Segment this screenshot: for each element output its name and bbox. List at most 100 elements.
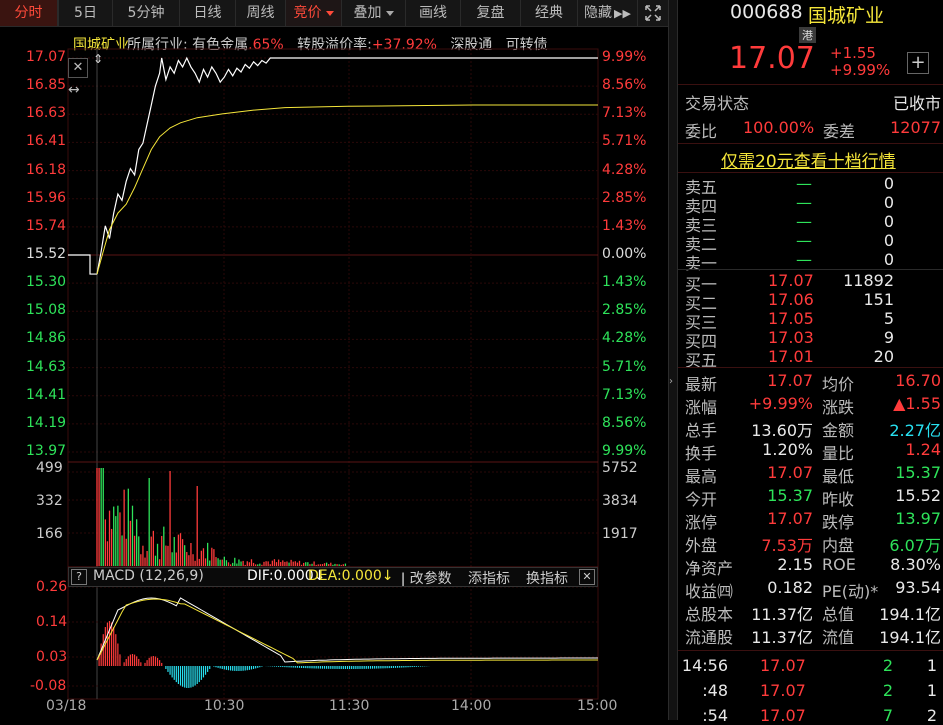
trade-status-label: 交易状态 [685, 94, 750, 113]
macd-dif-line [96, 597, 598, 663]
pct-tick-label: 8.56% [602, 414, 647, 431]
stat-value: 17.07 [767, 509, 813, 528]
panel-divider[interactable]: › [668, 0, 678, 720]
intraday-chart[interactable] [0, 0, 668, 720]
macd-dea-value: DEA:0.000 [308, 568, 382, 584]
weibi-label: 委比 [685, 122, 718, 141]
stat-value: 13.97 [895, 509, 941, 528]
stat-value: 1.20% [762, 440, 813, 459]
price-tick-label: 15.08 [26, 302, 67, 319]
macd-add-indicator[interactable]: 添指标 [468, 571, 510, 587]
stat-value: 1.24 [905, 440, 941, 459]
hide-button[interactable]: 隐藏 ▶▶ [578, 0, 638, 26]
chevron-down-icon [385, 10, 394, 16]
time-tick-label: 11:30 [329, 698, 370, 714]
stat-value: 17.07 [767, 463, 813, 482]
stat-value: 6.07万 [889, 536, 941, 555]
pct-tick-label: 5.71% [602, 133, 647, 150]
stat-value: 11.37亿 [751, 628, 813, 647]
stat-label: 均价 [822, 375, 855, 394]
level2-promo-link[interactable]: 仅需20元查看十档行情 [721, 152, 896, 172]
tick-count: 1 [926, 656, 937, 675]
pct-tick-label: 8.56% [602, 77, 647, 94]
volume-tick-label-right: 1917 [602, 526, 638, 542]
time-tick-label: 15:00 [577, 698, 618, 714]
tick-volume: 2 [882, 656, 893, 675]
pct-tick-label: 2.85% [602, 189, 647, 206]
auction-dropdown[interactable]: 竞价 [286, 0, 342, 26]
price-tick-label: 14.19 [26, 414, 67, 431]
bid-level-label: 买一 [685, 275, 718, 294]
bid-level-price: 17.07 [768, 271, 814, 290]
chevron-down-icon [325, 10, 334, 16]
stat-label: 外盘 [685, 536, 718, 555]
tab-daily[interactable]: 日线 [180, 0, 236, 26]
ask-level-volume: 0 [883, 212, 894, 231]
avg-price-line [96, 104, 598, 275]
quote-panel: 000688 国城矿业 港 17.07 +1.55 +9.99% + 交易状态 … [678, 0, 943, 725]
stat-value: 15.37 [895, 463, 941, 482]
collapse-arrow-icon[interactable]: › [669, 376, 673, 387]
stat-value: +9.99% [748, 394, 813, 413]
tab-weekly[interactable]: 周线 [236, 0, 286, 26]
price-tick-label: 17.07 [26, 49, 67, 65]
pct-tick-label: 7.13% [602, 386, 647, 403]
ask-level-volume: 0 [883, 174, 894, 193]
stat-label: 收益㈣ [685, 582, 734, 601]
bid-level-price: 17.03 [768, 328, 814, 347]
close-icon[interactable]: ✕ [68, 58, 88, 78]
stock-code: 000688 [730, 1, 803, 23]
stat-value: 7.53万 [761, 536, 813, 555]
bid-level-price: 17.05 [768, 309, 814, 328]
ask-level-label: 卖三 [685, 216, 718, 235]
down-arrow-icon: ↓ [381, 568, 394, 584]
ask-level-label: 卖四 [685, 197, 718, 216]
auction-label: 竞价 [293, 5, 322, 21]
overlay-dropdown[interactable]: 叠加 [342, 0, 406, 26]
overlay-label: 叠加 [353, 5, 382, 21]
stat-label: 换手 [685, 444, 718, 463]
stat-label: 内盘 [822, 536, 855, 555]
price-tick-label: 16.85 [26, 77, 67, 94]
tick-count: 1 [926, 681, 937, 700]
price-tick-label: 16.63 [26, 105, 67, 122]
add-watchlist-icon[interactable]: + [907, 52, 929, 74]
tab-5day[interactable]: 5日 [58, 0, 113, 26]
tab-5min[interactable]: 5分钟 [113, 0, 180, 26]
pct-tick-label: 1.43% [602, 217, 647, 234]
trade-status-value: 已收市 [892, 94, 941, 113]
stat-label: ROE [822, 555, 856, 574]
volume-tick-label: 332 [36, 493, 63, 509]
replay-button[interactable]: 复盘 [461, 0, 521, 26]
price-change-pct: +9.99% [830, 61, 891, 79]
stat-value: 2.15 [777, 555, 813, 574]
macd-tick-label: 0.26 [36, 579, 68, 595]
stat-label: 金额 [822, 421, 855, 440]
bid-level-price: 17.01 [768, 347, 814, 366]
expand-button[interactable] [638, 0, 668, 26]
expand-arrows-icon [645, 5, 661, 21]
time-tick-label: 03/18 [46, 698, 87, 714]
help-icon[interactable]: ? [71, 569, 87, 585]
horizontal-resize-icon[interactable]: ↔ [68, 82, 80, 98]
close-icon[interactable]: ✕ [579, 569, 595, 585]
weicha-label: 委差 [823, 122, 856, 141]
price-tick-label: 15.52 [26, 246, 67, 262]
ask-level-price: — [796, 174, 812, 193]
stat-label: 最新 [685, 375, 718, 394]
stat-label: 今开 [685, 490, 718, 509]
stat-value: 17.07 [767, 371, 813, 390]
chart-toolbar: 分时 5日 5分钟 日线 周线 竞价 叠加 画线 复盘 经典 隐藏 ▶▶ [0, 0, 668, 27]
tab-intraday[interactable]: 分时 [0, 0, 58, 26]
ask-level-price: — [796, 193, 812, 212]
tick-price: 17.07 [760, 706, 806, 725]
stat-label: 涨跌 [822, 398, 855, 417]
draw-button[interactable]: 画线 [406, 0, 461, 26]
macd-modify[interactable]: ǀ 改参数 [401, 568, 452, 588]
price-tick-label: 16.18 [26, 161, 67, 178]
bid-level-label: 买四 [685, 332, 718, 351]
hk-connect-badge: 港 [799, 27, 816, 43]
vertical-resize-icon[interactable]: ⇕ [93, 52, 104, 66]
macd-swap-indicator[interactable]: 换指标 [526, 571, 568, 587]
classic-button[interactable]: 经典 [521, 0, 578, 26]
